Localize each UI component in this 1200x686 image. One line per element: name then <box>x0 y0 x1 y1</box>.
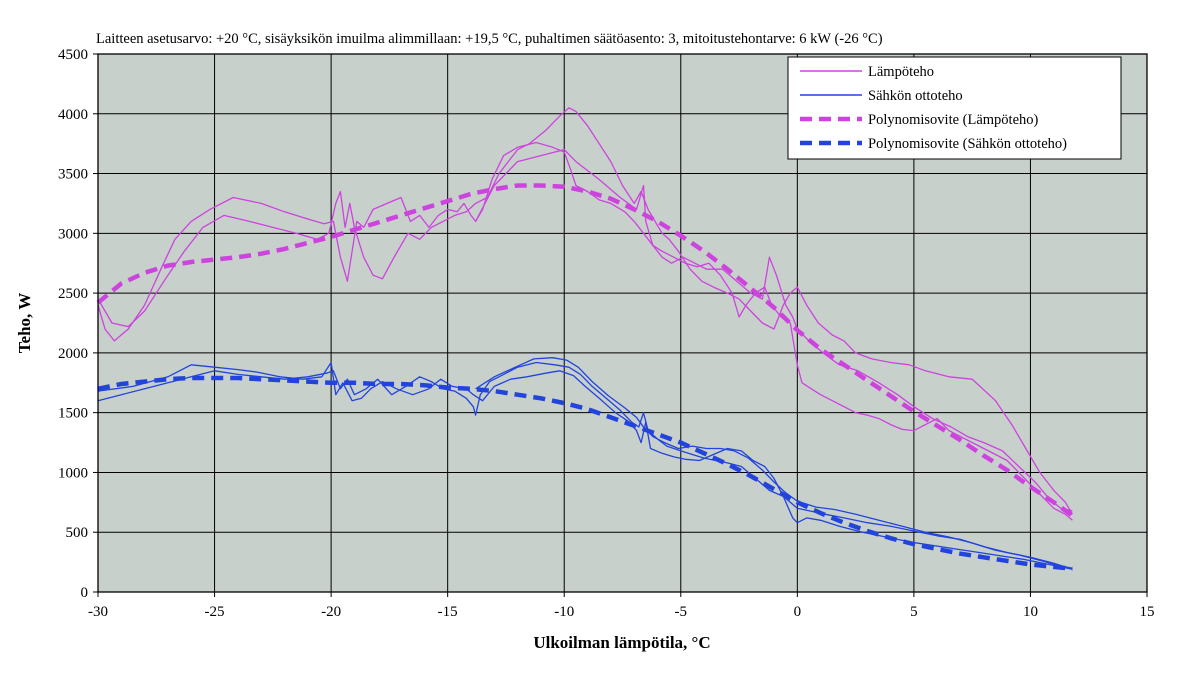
legend-label: Polynomisovite (Lämpöteho) <box>868 112 1039 128</box>
series-layer <box>96 107 1074 571</box>
series-measured-line <box>475 357 1073 569</box>
x-tick-label: -20 <box>321 604 341 620</box>
x-tick-label: -25 <box>205 604 225 620</box>
legend: Lämpöteho Sähkön ottoteho Polynomisovite (… <box>787 56 1122 160</box>
y-axis-title: Teho, W <box>15 293 34 353</box>
x-tick-label: -30 <box>88 604 108 620</box>
x-axis-title: Ulkoilman lämpötila, °C <box>533 633 710 652</box>
series-measured-line <box>97 107 1073 515</box>
y-tick-label: 2000 <box>58 346 88 362</box>
series-measured-line <box>97 141 1073 521</box>
x-tick-label: 15 <box>1140 604 1155 620</box>
legend-label: Polynomisovite (Sähkön ottoteho) <box>868 136 1067 152</box>
y-tick-label: 3000 <box>58 226 88 242</box>
y-tick-label: 0 <box>81 585 89 601</box>
series-measured-line <box>475 148 1073 512</box>
x-tick-label: -10 <box>554 604 574 620</box>
y-tick-label: 2500 <box>58 286 88 302</box>
y-tick-label: 3500 <box>58 167 88 183</box>
chart-title: Laitteen asetusarvo: +20 °C, sisäyksikön… <box>96 31 883 47</box>
y-tick-label: 1500 <box>58 406 88 422</box>
series-fit-line <box>97 375 1073 571</box>
legend-label: Lämpöteho <box>868 64 934 80</box>
y-tick-label: 4000 <box>58 107 88 123</box>
x-tick-label: -15 <box>438 604 458 620</box>
plot-border <box>97 53 1148 593</box>
x-tick-label: 0 <box>794 604 802 620</box>
series-fit-line <box>96 183 1074 518</box>
y-tick-label: 4500 <box>58 47 88 63</box>
x-tick-label: -5 <box>675 604 688 620</box>
legend-label: Sähkön ottoteho <box>868 88 963 104</box>
y-tick-label: 500 <box>66 525 89 541</box>
x-tick-label: 5 <box>910 604 918 620</box>
y-tick-label: 1000 <box>58 465 88 481</box>
axis-ticks: -30 -25 -20 -15 -10 -5 0 5 10 15 0 500 1000 1500 2000 2… <box>58 47 1155 620</box>
x-tick-label: 10 <box>1023 604 1038 620</box>
